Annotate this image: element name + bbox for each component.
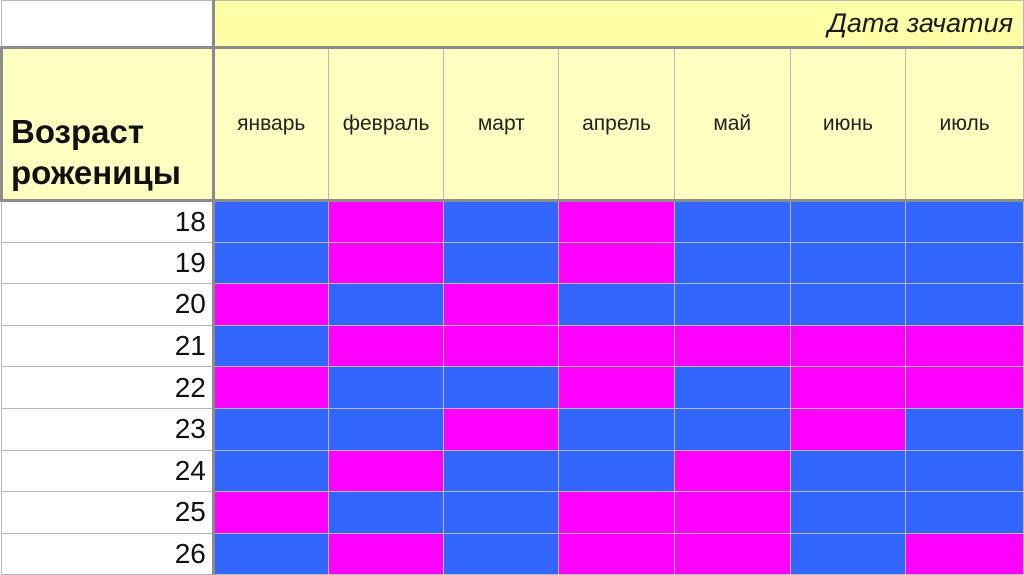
- gender-cell-pink[interactable]: [558, 532, 675, 575]
- gender-cell-blue[interactable]: [789, 449, 907, 493]
- gender-cell-pink[interactable]: [212, 491, 329, 534]
- gender-cell-pink[interactable]: [905, 324, 1024, 368]
- gender-cell-pink[interactable]: [673, 532, 791, 575]
- gender-cell-blue[interactable]: [212, 241, 329, 285]
- gender-cell-blue[interactable]: [789, 241, 907, 285]
- gender-cell-pink[interactable]: [789, 407, 907, 451]
- gender-cell-blue[interactable]: [212, 200, 329, 243]
- gender-cell-blue[interactable]: [327, 407, 445, 451]
- gender-cell-pink[interactable]: [673, 491, 791, 534]
- gender-cell-blue[interactable]: [673, 241, 791, 285]
- month-header-cell[interactable]: январь: [212, 47, 329, 202]
- table-row: 23: [1, 407, 1024, 451]
- gender-cell-blue[interactable]: [789, 532, 907, 575]
- gender-cell-pink[interactable]: [212, 366, 329, 409]
- gender-cell-pink[interactable]: [558, 200, 675, 243]
- gender-cell-blue[interactable]: [443, 449, 560, 493]
- month-header-cell[interactable]: июль: [905, 47, 1024, 202]
- gender-cell-blue[interactable]: [905, 241, 1024, 285]
- age-cell[interactable]: 25: [1, 491, 215, 534]
- gender-cell-pink[interactable]: [673, 449, 791, 493]
- age-cell[interactable]: 20: [1, 283, 215, 326]
- gender-cell-blue[interactable]: [905, 407, 1024, 451]
- gender-cell-blue[interactable]: [905, 449, 1024, 493]
- gender-cell-pink[interactable]: [327, 324, 445, 368]
- month-header-cell[interactable]: май: [673, 47, 791, 202]
- gender-cell-pink[interactable]: [327, 241, 445, 285]
- gender-cell-blue[interactable]: [212, 532, 329, 575]
- month-header-cell[interactable]: июнь: [789, 47, 907, 202]
- title-row: Дата зачатия: [1, 0, 1024, 49]
- chart-title[interactable]: Дата зачатия: [211, 0, 1024, 49]
- age-cell[interactable]: 26: [1, 532, 215, 575]
- table-row: 18: [1, 200, 1024, 243]
- gender-cell-pink[interactable]: [789, 366, 907, 409]
- gender-cell-blue[interactable]: [673, 407, 791, 451]
- month-header-row: Возраст роженицы январь февраль март апрель…: [0, 47, 1024, 202]
- gender-cell-blue[interactable]: [327, 283, 445, 326]
- gender-cell-pink[interactable]: [327, 449, 445, 493]
- age-column-header[interactable]: Возраст роженицы: [0, 47, 215, 202]
- gender-cell-blue[interactable]: [905, 283, 1024, 326]
- gender-cell-pink[interactable]: [327, 200, 445, 243]
- gender-cell-blue[interactable]: [443, 491, 560, 534]
- table-row: 26: [1, 532, 1024, 575]
- gender-cell-blue[interactable]: [673, 283, 791, 326]
- age-cell[interactable]: 24: [1, 449, 215, 493]
- gender-cell-pink[interactable]: [212, 283, 329, 326]
- month-header-cell[interactable]: апрель: [558, 47, 675, 202]
- gender-cell-pink[interactable]: [789, 324, 907, 368]
- month-header-cell[interactable]: март: [443, 47, 560, 202]
- age-cell[interactable]: 19: [1, 241, 215, 285]
- age-cell[interactable]: 21: [1, 324, 215, 368]
- corner-cell[interactable]: [1, 0, 215, 49]
- gender-cell-blue[interactable]: [443, 532, 560, 575]
- gender-cell-blue[interactable]: [327, 491, 445, 534]
- gender-cell-blue[interactable]: [905, 200, 1024, 243]
- gender-cell-pink[interactable]: [558, 491, 675, 534]
- table-row: 20: [1, 283, 1024, 326]
- gender-cell-blue[interactable]: [443, 366, 560, 409]
- gender-cell-pink[interactable]: [905, 366, 1024, 409]
- gender-cell-pink[interactable]: [558, 241, 675, 285]
- gender-cell-blue[interactable]: [905, 491, 1024, 534]
- gender-cell-pink[interactable]: [327, 532, 445, 575]
- gender-cell-pink[interactable]: [558, 324, 675, 368]
- gender-cell-blue[interactable]: [673, 366, 791, 409]
- gender-cell-blue[interactable]: [789, 491, 907, 534]
- gender-cell-blue[interactable]: [212, 324, 329, 368]
- gender-cell-blue[interactable]: [212, 407, 329, 451]
- gender-cell-pink[interactable]: [443, 407, 560, 451]
- table-row: 24: [1, 449, 1024, 493]
- month-header-cell[interactable]: февраль: [327, 47, 445, 202]
- gender-cell-blue[interactable]: [673, 200, 791, 243]
- gender-cell-pink[interactable]: [558, 366, 675, 409]
- gender-cell-pink[interactable]: [443, 283, 560, 326]
- age-cell[interactable]: 22: [1, 366, 215, 409]
- gender-cell-pink[interactable]: [673, 324, 791, 368]
- table-row: 21: [1, 324, 1024, 368]
- gender-cell-blue[interactable]: [558, 407, 675, 451]
- gender-cell-blue[interactable]: [789, 283, 907, 326]
- gender-cell-pink[interactable]: [443, 324, 560, 368]
- age-cell[interactable]: 18: [1, 200, 215, 243]
- gender-cell-blue[interactable]: [558, 283, 675, 326]
- table-row: 25: [1, 491, 1024, 534]
- gender-cell-blue[interactable]: [327, 366, 445, 409]
- gender-cell-blue[interactable]: [558, 449, 675, 493]
- age-cell[interactable]: 23: [1, 407, 215, 451]
- gender-cell-blue[interactable]: [443, 241, 560, 285]
- gender-cell-blue[interactable]: [443, 200, 560, 243]
- table-row: 19: [1, 241, 1024, 285]
- gender-cell-pink[interactable]: [905, 532, 1024, 575]
- table-row: 22: [1, 366, 1024, 409]
- gender-cell-blue[interactable]: [789, 200, 907, 243]
- gender-cell-blue[interactable]: [212, 449, 329, 493]
